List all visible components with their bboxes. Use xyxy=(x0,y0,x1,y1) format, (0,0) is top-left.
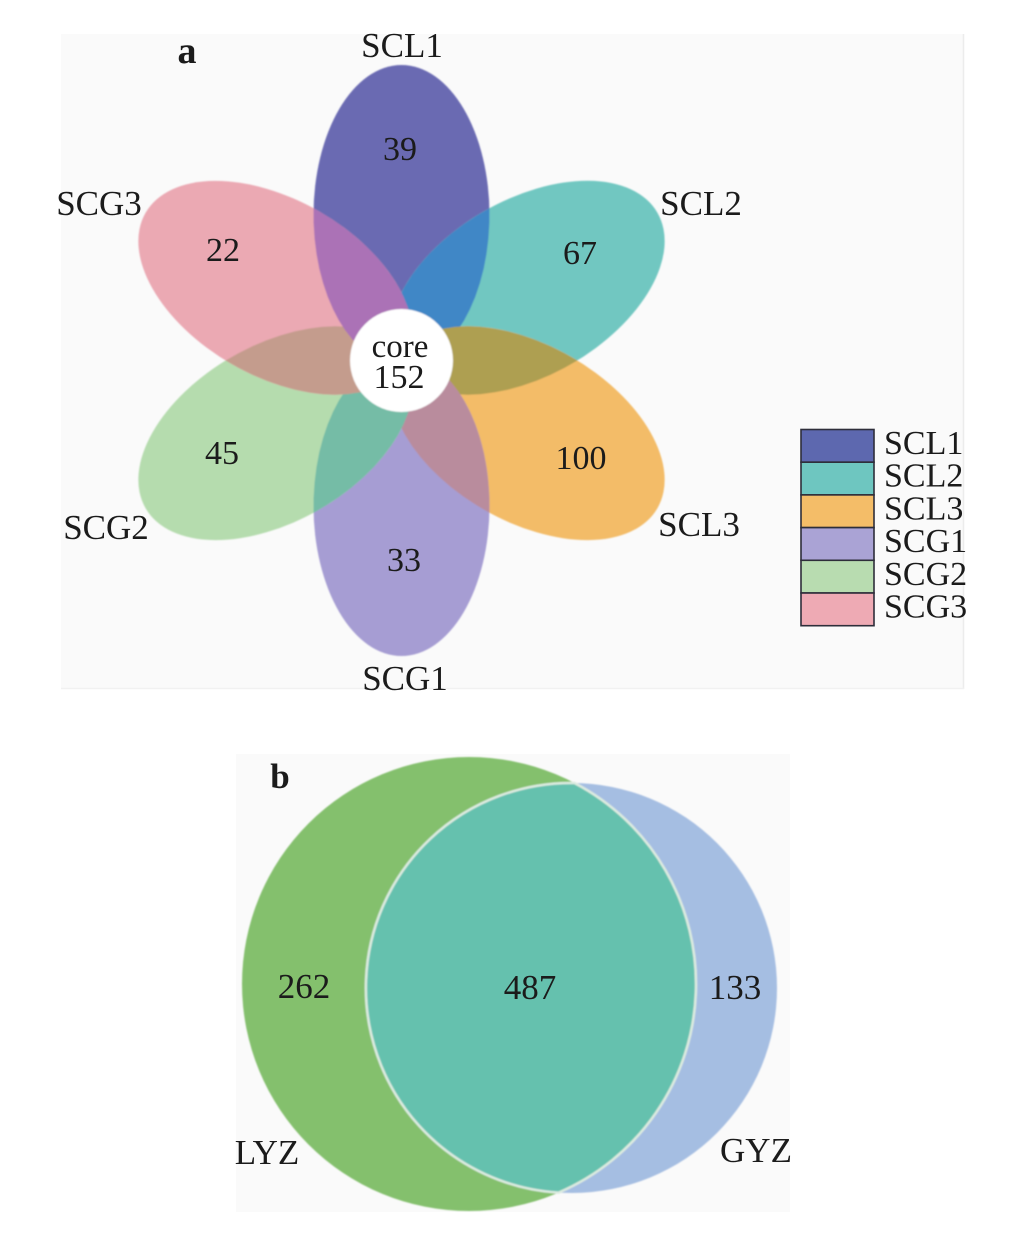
svg-text:LYZ: LYZ xyxy=(235,1133,300,1172)
svg-text:b: b xyxy=(270,757,289,796)
svg-text:100: 100 xyxy=(556,440,607,477)
svg-text:262: 262 xyxy=(278,967,331,1006)
svg-text:39: 39 xyxy=(383,131,417,168)
svg-text:SCL1: SCL1 xyxy=(884,425,963,462)
svg-text:SCL2: SCL2 xyxy=(884,458,963,495)
svg-text:133: 133 xyxy=(709,968,762,1007)
svg-text:SCL3: SCL3 xyxy=(658,505,740,544)
svg-text:45: 45 xyxy=(205,435,239,472)
svg-text:GYZ: GYZ xyxy=(720,1131,792,1170)
svg-text:core: core xyxy=(372,329,429,365)
svg-text:SCG3: SCG3 xyxy=(884,589,967,626)
svg-text:SCL3: SCL3 xyxy=(884,490,963,527)
svg-text:SCG2: SCG2 xyxy=(63,508,149,547)
svg-text:SCG2: SCG2 xyxy=(884,556,967,593)
svg-text:SCG1: SCG1 xyxy=(884,523,967,560)
svg-text:487: 487 xyxy=(504,968,557,1007)
svg-text:152: 152 xyxy=(374,359,425,396)
svg-text:SCG3: SCG3 xyxy=(56,184,142,223)
svg-text:a: a xyxy=(178,30,197,72)
svg-text:33: 33 xyxy=(387,542,421,579)
svg-text:22: 22 xyxy=(206,232,240,269)
svg-text:SCL1: SCL1 xyxy=(361,26,443,65)
svg-text:67: 67 xyxy=(563,235,597,272)
svg-text:SCL2: SCL2 xyxy=(660,184,742,223)
svg-text:SCG1: SCG1 xyxy=(362,659,448,698)
